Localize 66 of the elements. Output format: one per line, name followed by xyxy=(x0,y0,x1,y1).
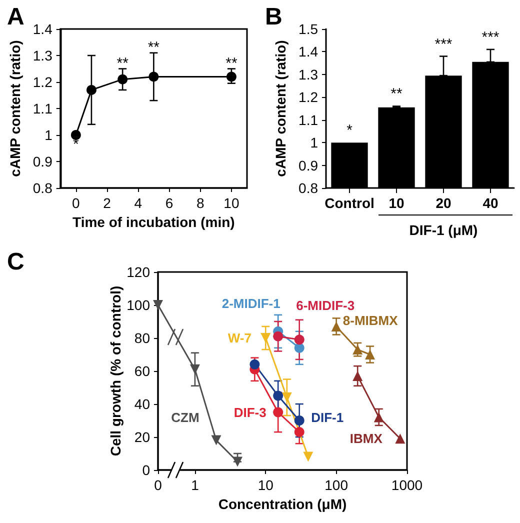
x-axis-title: Time of incubation (min) xyxy=(72,214,235,230)
y-tick-label: 1.2 xyxy=(32,74,53,90)
series-label: DIF-1 xyxy=(311,410,344,425)
x-tick-label: 100 xyxy=(324,477,348,493)
y-axis-title: cAMP content (ratio) xyxy=(7,40,23,177)
y-tick-label: 1.3 xyxy=(32,48,53,64)
x-tick-label: 2 xyxy=(103,195,112,211)
x-tick-label: 8 xyxy=(196,195,204,211)
y-tick-label: 1 xyxy=(44,127,53,143)
y-tick-label: 1.2 xyxy=(298,89,318,106)
x-tick-label: 20 xyxy=(436,195,452,211)
y-tick-label: 120 xyxy=(126,264,150,280)
y-tick-label: 0.8 xyxy=(32,180,53,196)
y-tick-label: 0.8 xyxy=(298,180,318,196)
annotation: *** xyxy=(482,28,500,46)
annotation: ** xyxy=(148,39,160,56)
y-tick-label: 40 xyxy=(134,396,150,412)
point xyxy=(118,74,128,84)
y-axis-title: cAMP content (ratio) xyxy=(272,40,289,177)
point xyxy=(226,72,236,82)
y-tick-label: 0 xyxy=(142,462,150,478)
series-label: CZM xyxy=(171,410,200,425)
annotation: * xyxy=(346,122,353,140)
x-tick-label: Control xyxy=(324,195,374,211)
y-tick-label: 1.1 xyxy=(298,112,318,128)
annotation: ** xyxy=(390,86,402,103)
y-tick-label: 0.9 xyxy=(298,157,318,174)
point xyxy=(86,84,96,95)
point xyxy=(70,130,81,140)
y-tick-label: 0.9 xyxy=(32,154,53,170)
series-label: DIF-3 xyxy=(234,404,266,420)
chart-title: A xyxy=(7,4,24,30)
y-axis-title: Cell growth (% of control) xyxy=(108,286,124,456)
series-label: W-7 xyxy=(228,330,252,346)
y-tick-label: 1.4 xyxy=(298,44,318,60)
y-tick-label: 1.3 xyxy=(298,66,318,82)
x-tick-label: 6 xyxy=(165,195,174,211)
y-tick-label: 80 xyxy=(134,330,150,346)
x-tick-label: 1 xyxy=(191,477,200,493)
y-tick-label: 20 xyxy=(134,429,150,445)
x-tick-label: 4 xyxy=(134,195,142,211)
x-tick-label: 0 xyxy=(72,195,80,211)
series-label: 6-MIDIF-3 xyxy=(296,298,355,314)
y-tick-label: 1.4 xyxy=(32,21,53,37)
y-tick-label: 60 xyxy=(134,363,150,379)
annotation: *** xyxy=(434,36,452,53)
x-tick-label: 1000 xyxy=(391,477,423,493)
y-tick-label: 1.5 xyxy=(298,21,318,37)
annotation: ** xyxy=(116,54,129,72)
x-tick-label: 0 xyxy=(154,477,162,493)
series-label: 2-MIDIF-1 xyxy=(222,296,280,311)
chart-title: B xyxy=(265,4,282,30)
annotation: ** xyxy=(226,54,238,72)
y-tick-label: 1.1 xyxy=(32,100,53,116)
x-tick-label: 10 xyxy=(388,195,404,211)
series-label: IBMX xyxy=(350,431,383,446)
chart-title: C xyxy=(7,248,24,276)
y-tick-label: 100 xyxy=(126,297,150,313)
point xyxy=(148,72,159,82)
x-tick-label: 40 xyxy=(482,195,498,211)
x-axis-title: Concentration (μM) xyxy=(218,496,347,512)
x-axis-title: DIF-1 (μM) xyxy=(409,222,478,238)
x-tick-label: 10 xyxy=(258,477,274,493)
x-tick-label: 10 xyxy=(224,195,240,211)
series-label: 8-MIBMX xyxy=(342,312,398,328)
y-tick-label: 1 xyxy=(310,134,318,151)
